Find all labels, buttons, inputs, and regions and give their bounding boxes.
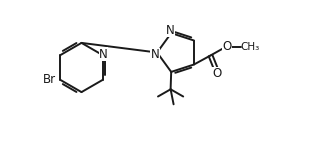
Text: O: O — [223, 40, 232, 53]
Text: Br: Br — [43, 73, 56, 86]
Text: N: N — [151, 48, 159, 61]
Text: N: N — [99, 48, 108, 60]
Text: O: O — [213, 67, 222, 80]
Text: N: N — [166, 24, 175, 37]
Text: CH₃: CH₃ — [240, 42, 260, 52]
